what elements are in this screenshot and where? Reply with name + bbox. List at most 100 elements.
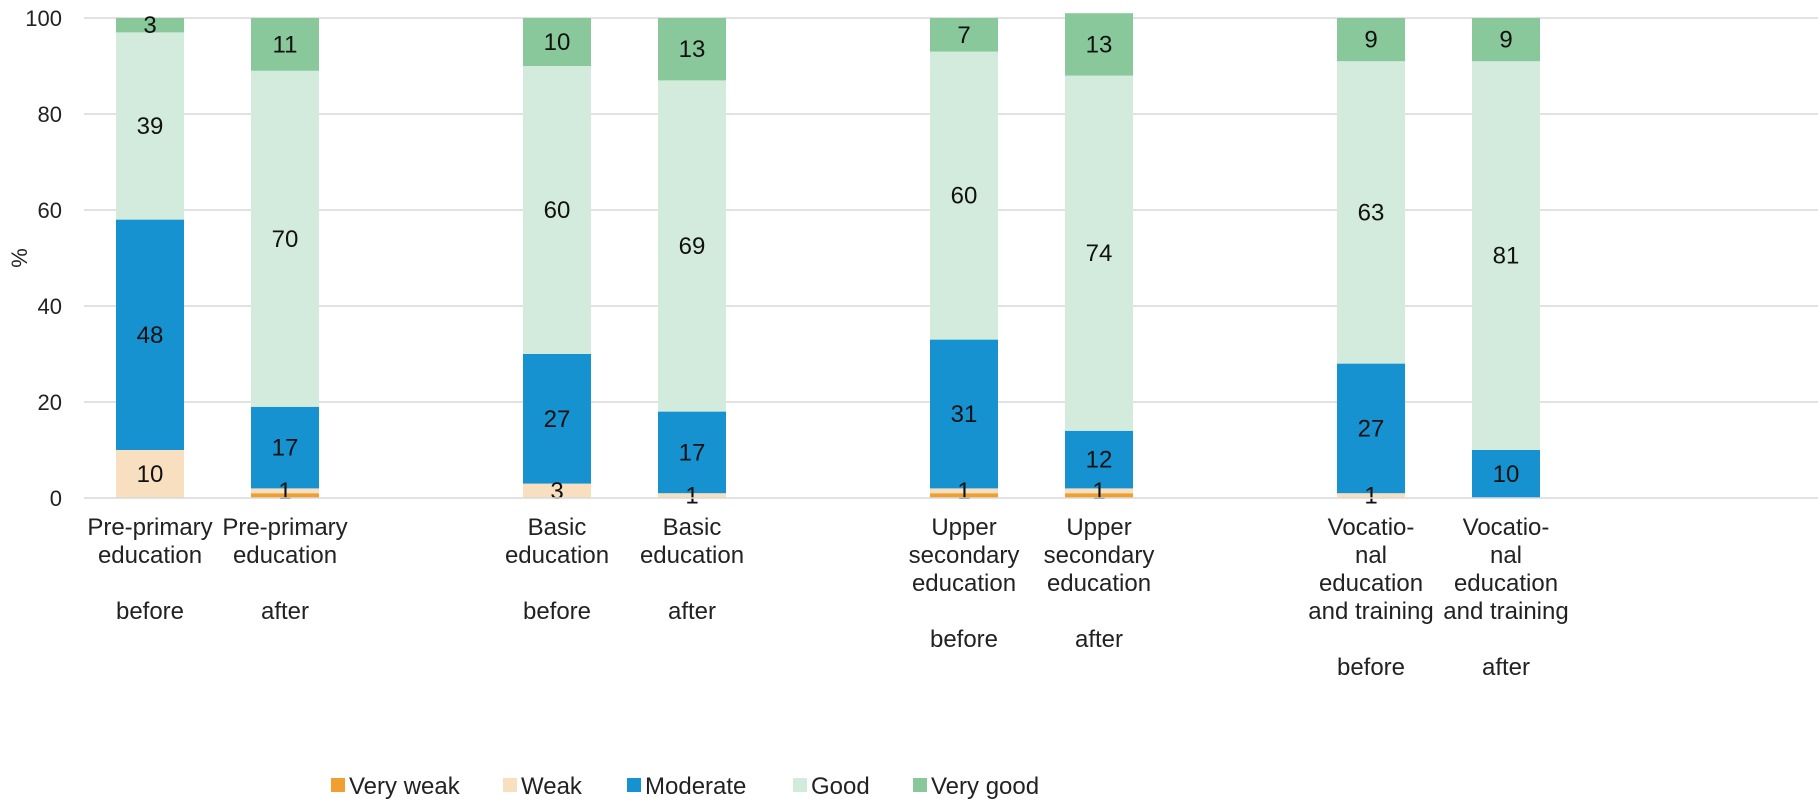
x-tick-label-line: nal xyxy=(1490,542,1522,569)
data-label: 1 xyxy=(957,478,970,505)
x-tick-label-line: Upper xyxy=(931,514,996,541)
legend-item: Good xyxy=(793,773,870,800)
data-label: 31 xyxy=(951,401,978,428)
legend-item: Moderate xyxy=(627,773,746,800)
y-axis-label: % xyxy=(7,248,32,268)
bar-segment-good xyxy=(658,80,726,412)
legend-swatch xyxy=(331,778,345,792)
legend-item: Very weak xyxy=(331,773,461,800)
x-tick-label-line: Basic xyxy=(528,514,587,541)
bar-segment-weak xyxy=(1065,488,1133,494)
x-tick-label-line: after xyxy=(1075,626,1123,653)
data-label: 81 xyxy=(1493,243,1520,270)
legend-item: Weak xyxy=(503,773,583,800)
bar-segment-good xyxy=(116,32,184,220)
bar-segment-good xyxy=(523,66,591,354)
data-label: 12 xyxy=(1086,447,1113,474)
data-label: 3 xyxy=(143,12,156,39)
legend-swatch xyxy=(627,778,641,792)
data-label: 39 xyxy=(137,113,164,140)
bar-segment-very-good xyxy=(116,18,184,33)
legend-label: Very good xyxy=(931,773,1039,800)
bar-segment-very-good xyxy=(251,18,319,71)
bar-segment-good xyxy=(1065,75,1133,431)
bar-segment-very-good xyxy=(930,18,998,52)
data-label: 7 xyxy=(957,22,970,49)
legend: Very weak Weak Moderate Good Very good xyxy=(331,773,1039,800)
x-tick-label-line: secondary xyxy=(909,542,1020,569)
bar-segment-good xyxy=(1337,61,1405,364)
data-label: 3 xyxy=(550,478,563,505)
bar-segment-very-weak xyxy=(1065,493,1133,498)
data-label: 60 xyxy=(544,197,571,224)
bar-segment-very-good xyxy=(1472,18,1540,62)
x-tick-label-line: education xyxy=(505,542,609,569)
bar-segment-very-good xyxy=(523,18,591,66)
bar-segment-very-good xyxy=(658,18,726,81)
data-label: 60 xyxy=(951,183,978,210)
bar-segment-moderate xyxy=(930,339,998,489)
y-tick-label: 60 xyxy=(38,198,62,223)
bars xyxy=(116,13,1540,498)
x-tick-label-line: Vocatio- xyxy=(1463,514,1550,541)
bar-segment-very-weak xyxy=(930,493,998,498)
bar-segment-very-good xyxy=(1337,18,1405,62)
bar-segment-very-good xyxy=(1065,13,1133,76)
data-label: 9 xyxy=(1499,27,1512,54)
x-tick-label-line: Pre-primary xyxy=(87,514,212,541)
data-label: 13 xyxy=(679,36,706,63)
x-tick-label-line: before xyxy=(1337,654,1405,681)
y-tick-label: 40 xyxy=(38,294,62,319)
bar-segment-very-weak xyxy=(251,493,319,498)
bar-segment-good xyxy=(1472,61,1540,450)
bar-segment-weak xyxy=(930,488,998,494)
y-tick-label: 20 xyxy=(38,390,62,415)
x-tick-label-line: secondary xyxy=(1044,542,1155,569)
y-tick-label: 100 xyxy=(25,6,62,31)
y-axis: 0 20 40 60 80 100 xyxy=(25,6,62,511)
data-label: 1 xyxy=(278,478,291,505)
x-tick-label-line: and training xyxy=(1443,598,1568,625)
data-label: 10 xyxy=(137,461,164,488)
bar-segment-moderate xyxy=(1065,430,1133,489)
y-tick-label: 80 xyxy=(38,102,62,127)
bar-segment-weak xyxy=(658,493,726,498)
y-tick-label: 0 xyxy=(50,486,62,511)
data-labels: 1048393117701132760101176913131607112741… xyxy=(137,12,1520,509)
bar-segment-moderate xyxy=(116,219,184,450)
x-tick-label-line: education xyxy=(98,542,202,569)
legend-swatch xyxy=(503,778,517,792)
bar-segment-moderate xyxy=(1472,450,1540,498)
legend-label: Good xyxy=(811,773,870,800)
x-tick-label-line: and training xyxy=(1308,598,1433,625)
x-tick-label-line: before xyxy=(523,598,591,625)
data-label: 13 xyxy=(1086,31,1113,58)
x-tick-label-line: education xyxy=(1319,570,1423,597)
x-tick-label-line: education xyxy=(912,570,1016,597)
data-label: 1 xyxy=(685,483,698,510)
legend-swatch xyxy=(793,778,807,792)
bar-segment-weak xyxy=(116,450,184,498)
data-label: 1 xyxy=(1364,483,1377,510)
legend-label: Moderate xyxy=(645,773,746,800)
x-tick-label-line: nal xyxy=(1355,542,1387,569)
data-label: 48 xyxy=(137,322,164,349)
bar-segment-moderate xyxy=(1337,363,1405,494)
x-tick-label-line: Pre-primary xyxy=(222,514,347,541)
x-tick-label-line: Upper xyxy=(1066,514,1131,541)
data-label: 27 xyxy=(1358,415,1385,442)
data-label: 74 xyxy=(1086,240,1113,267)
data-label: 10 xyxy=(544,29,571,56)
data-label: 17 xyxy=(272,435,299,462)
x-tick-label-line: education xyxy=(1047,570,1151,597)
data-label: 1 xyxy=(1092,478,1105,505)
data-label: 11 xyxy=(273,31,298,58)
bar-segment-good xyxy=(251,70,319,407)
